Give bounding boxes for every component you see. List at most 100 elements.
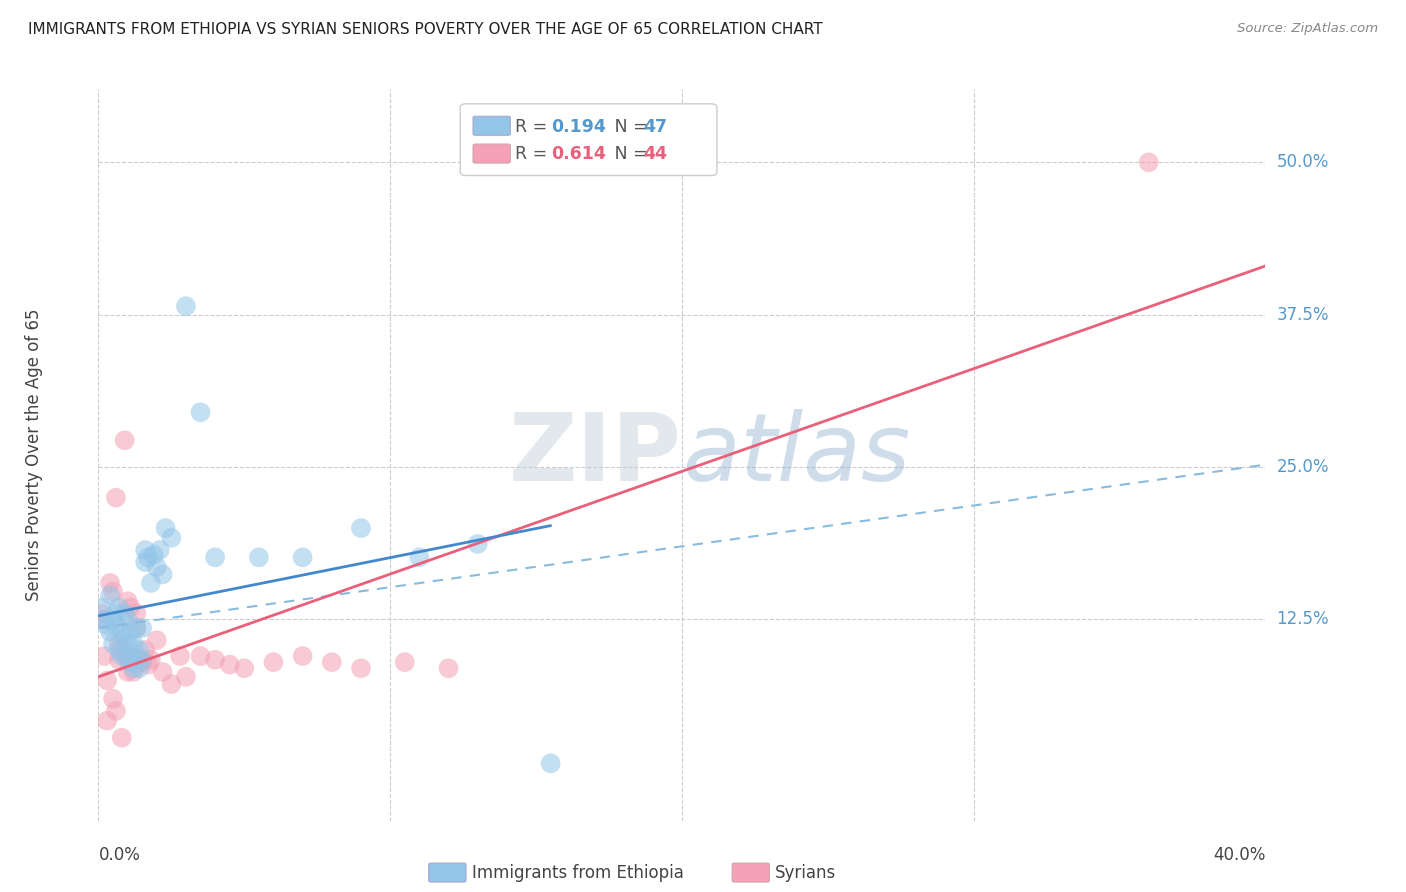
- Point: [108, 643, 131, 657]
- Text: 25.0%: 25.0%: [1277, 458, 1329, 476]
- Text: Seniors Poverty Over the Age of 65: Seniors Poverty Over the Age of 65: [25, 309, 44, 601]
- Point: [350, 521, 373, 535]
- Point: [139, 576, 162, 591]
- FancyBboxPatch shape: [472, 144, 510, 163]
- Text: 12.5%: 12.5%: [1277, 610, 1329, 629]
- Point: [142, 548, 165, 562]
- Point: [160, 531, 183, 545]
- Point: [125, 621, 148, 635]
- Point: [101, 691, 124, 706]
- Point: [291, 649, 314, 664]
- Text: ZIP: ZIP: [509, 409, 682, 501]
- Point: [467, 537, 489, 551]
- Point: [139, 653, 162, 667]
- Point: [169, 649, 191, 664]
- Text: N =: N =: [598, 118, 654, 136]
- Point: [146, 560, 169, 574]
- Point: [111, 731, 134, 745]
- Point: [104, 607, 127, 621]
- Text: atlas: atlas: [682, 409, 910, 500]
- FancyBboxPatch shape: [472, 116, 510, 136]
- Point: [125, 621, 148, 635]
- Point: [131, 655, 153, 669]
- Point: [247, 550, 270, 565]
- Text: 0.0%: 0.0%: [98, 846, 141, 863]
- FancyBboxPatch shape: [733, 863, 769, 882]
- Point: [108, 600, 131, 615]
- Point: [204, 550, 226, 565]
- Point: [291, 550, 314, 565]
- Point: [136, 657, 159, 672]
- Point: [152, 665, 174, 679]
- Point: [122, 637, 145, 651]
- Point: [98, 576, 121, 591]
- Point: [111, 624, 134, 639]
- Text: IMMIGRANTS FROM ETHIOPIA VS SYRIAN SENIORS POVERTY OVER THE AGE OF 65 CORRELATIO: IMMIGRANTS FROM ETHIOPIA VS SYRIAN SENIO…: [28, 22, 823, 37]
- Point: [117, 613, 139, 627]
- Text: R =: R =: [515, 118, 553, 136]
- Point: [149, 543, 172, 558]
- Point: [93, 613, 115, 627]
- Point: [174, 299, 197, 313]
- FancyBboxPatch shape: [460, 103, 717, 176]
- Point: [117, 637, 139, 651]
- Text: 0.614: 0.614: [551, 145, 606, 163]
- Point: [190, 405, 212, 419]
- FancyBboxPatch shape: [429, 863, 465, 882]
- Point: [96, 714, 118, 728]
- Point: [136, 550, 159, 565]
- Point: [120, 655, 142, 669]
- Text: 44: 44: [644, 145, 668, 163]
- Point: [120, 600, 142, 615]
- Point: [160, 677, 183, 691]
- Text: Immigrants from Ethiopia: Immigrants from Ethiopia: [472, 864, 683, 882]
- Point: [104, 704, 127, 718]
- Point: [101, 637, 124, 651]
- Point: [101, 613, 124, 627]
- Point: [114, 649, 136, 664]
- Point: [111, 640, 134, 655]
- Point: [117, 665, 139, 679]
- Point: [122, 661, 145, 675]
- Point: [104, 491, 127, 505]
- Point: [104, 618, 127, 632]
- Point: [114, 631, 136, 645]
- Text: 50.0%: 50.0%: [1277, 153, 1329, 171]
- Point: [108, 653, 131, 667]
- Point: [204, 653, 226, 667]
- Point: [101, 584, 124, 599]
- Point: [134, 543, 156, 558]
- Point: [111, 649, 134, 664]
- Point: [394, 655, 416, 669]
- Point: [540, 756, 562, 771]
- Point: [174, 670, 197, 684]
- Point: [128, 653, 150, 667]
- Point: [96, 618, 118, 632]
- Point: [131, 621, 153, 635]
- Point: [114, 434, 136, 448]
- Point: [134, 643, 156, 657]
- Point: [114, 607, 136, 621]
- Point: [125, 649, 148, 664]
- Point: [408, 550, 430, 565]
- Point: [128, 643, 150, 657]
- Point: [131, 653, 153, 667]
- Point: [117, 594, 139, 608]
- Text: R =: R =: [515, 145, 553, 163]
- Point: [1137, 155, 1160, 169]
- Point: [117, 649, 139, 664]
- Point: [93, 613, 115, 627]
- Point: [90, 607, 112, 621]
- Point: [125, 607, 148, 621]
- Point: [90, 600, 112, 615]
- Point: [93, 649, 115, 664]
- Text: Syrians: Syrians: [775, 864, 837, 882]
- Text: Source: ZipAtlas.com: Source: ZipAtlas.com: [1237, 22, 1378, 36]
- Point: [155, 521, 177, 535]
- Point: [218, 657, 240, 672]
- Point: [350, 661, 373, 675]
- Text: 0.194: 0.194: [551, 118, 606, 136]
- Text: 40.0%: 40.0%: [1213, 846, 1265, 863]
- Point: [120, 649, 142, 664]
- Point: [128, 661, 150, 675]
